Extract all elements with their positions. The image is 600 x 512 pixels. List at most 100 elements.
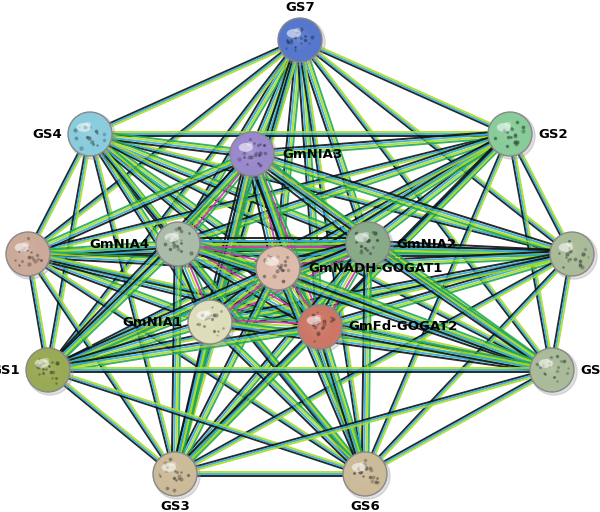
Circle shape	[17, 244, 36, 262]
Circle shape	[500, 124, 518, 142]
Circle shape	[283, 23, 313, 53]
Text: GmNADH-GOGAT1: GmNADH-GOGAT1	[308, 262, 442, 274]
Ellipse shape	[170, 462, 176, 466]
Circle shape	[365, 241, 371, 247]
Circle shape	[168, 467, 180, 479]
Ellipse shape	[539, 359, 553, 368]
Circle shape	[343, 452, 387, 496]
Ellipse shape	[23, 242, 29, 246]
Circle shape	[348, 457, 378, 487]
Circle shape	[545, 363, 557, 375]
Ellipse shape	[247, 142, 253, 146]
Ellipse shape	[43, 358, 49, 362]
Circle shape	[172, 471, 178, 477]
Circle shape	[542, 359, 560, 378]
Circle shape	[154, 453, 200, 499]
Ellipse shape	[164, 233, 179, 242]
Circle shape	[231, 133, 277, 179]
Circle shape	[299, 306, 345, 352]
Circle shape	[530, 348, 574, 392]
Ellipse shape	[307, 316, 321, 325]
Circle shape	[555, 237, 585, 267]
Circle shape	[306, 313, 330, 337]
Circle shape	[354, 230, 378, 254]
Circle shape	[238, 140, 262, 164]
Circle shape	[156, 222, 200, 266]
Circle shape	[41, 363, 53, 375]
Circle shape	[189, 301, 235, 347]
Circle shape	[531, 349, 577, 395]
Circle shape	[193, 305, 223, 335]
Circle shape	[293, 33, 305, 45]
Circle shape	[206, 318, 212, 325]
Circle shape	[558, 240, 582, 264]
Text: GS3: GS3	[160, 500, 190, 512]
Circle shape	[230, 132, 274, 176]
Circle shape	[286, 26, 310, 50]
Text: GmNIA3: GmNIA3	[282, 147, 342, 160]
Text: GS2: GS2	[538, 127, 568, 140]
Ellipse shape	[505, 122, 511, 126]
Circle shape	[361, 237, 373, 249]
Circle shape	[21, 247, 33, 259]
Circle shape	[355, 464, 373, 482]
Circle shape	[68, 112, 112, 156]
Circle shape	[158, 457, 188, 487]
Circle shape	[157, 223, 203, 269]
Circle shape	[358, 233, 376, 252]
Circle shape	[31, 353, 61, 383]
Circle shape	[344, 453, 390, 499]
Circle shape	[565, 247, 577, 259]
Circle shape	[196, 308, 220, 332]
Circle shape	[164, 464, 183, 482]
Text: GS6: GS6	[350, 500, 380, 512]
Text: GmNIA2: GmNIA2	[396, 238, 456, 250]
Circle shape	[257, 247, 303, 293]
Circle shape	[175, 241, 181, 247]
Circle shape	[26, 348, 70, 392]
Circle shape	[69, 113, 115, 159]
Circle shape	[489, 113, 535, 159]
Circle shape	[38, 359, 56, 378]
Circle shape	[351, 460, 375, 484]
Circle shape	[34, 356, 58, 380]
Circle shape	[27, 349, 73, 395]
Circle shape	[496, 120, 520, 144]
Circle shape	[503, 127, 515, 139]
Text: GS7: GS7	[285, 1, 315, 14]
Circle shape	[242, 144, 260, 162]
Circle shape	[80, 124, 98, 142]
Text: GS4: GS4	[32, 127, 62, 140]
Circle shape	[264, 254, 288, 278]
Ellipse shape	[287, 29, 301, 38]
Ellipse shape	[559, 243, 573, 252]
Ellipse shape	[497, 123, 511, 132]
Circle shape	[275, 265, 281, 270]
Circle shape	[535, 353, 565, 383]
Circle shape	[569, 250, 575, 257]
Circle shape	[358, 467, 370, 479]
Circle shape	[153, 452, 197, 496]
Text: GmNIA4: GmNIA4	[90, 238, 150, 250]
Ellipse shape	[295, 28, 301, 32]
Text: GS10: GS10	[580, 364, 600, 376]
Circle shape	[167, 233, 186, 252]
Ellipse shape	[359, 462, 366, 466]
Circle shape	[271, 261, 283, 273]
Circle shape	[171, 237, 183, 249]
Ellipse shape	[566, 242, 573, 246]
Circle shape	[44, 367, 50, 373]
Circle shape	[11, 237, 41, 267]
Circle shape	[86, 131, 92, 137]
Circle shape	[245, 147, 257, 159]
Circle shape	[310, 316, 328, 335]
Circle shape	[14, 240, 38, 264]
Circle shape	[296, 36, 302, 42]
Circle shape	[261, 251, 291, 281]
Circle shape	[562, 244, 580, 262]
Ellipse shape	[352, 463, 366, 472]
Circle shape	[493, 117, 523, 147]
Circle shape	[347, 223, 393, 269]
Circle shape	[488, 112, 532, 156]
Ellipse shape	[547, 358, 553, 362]
